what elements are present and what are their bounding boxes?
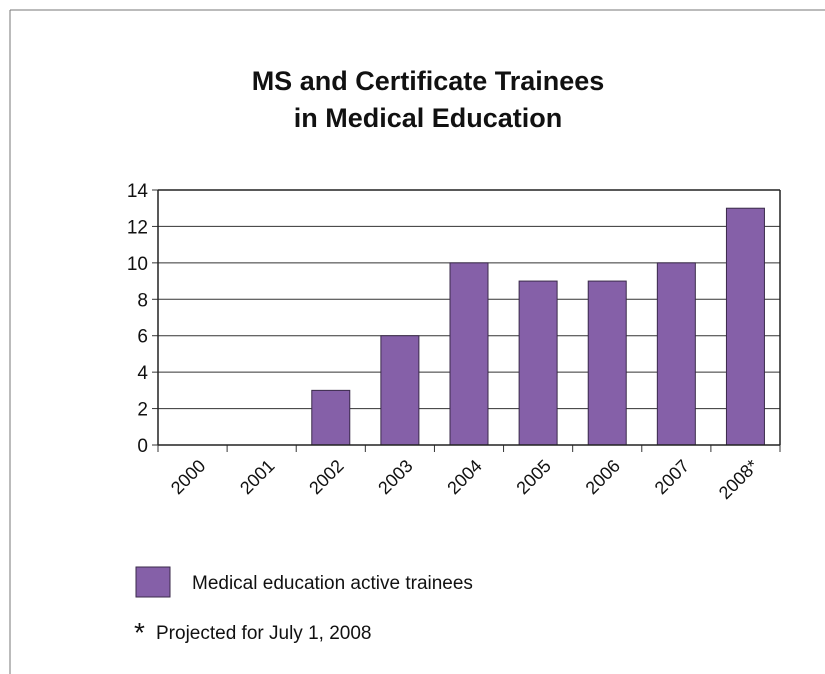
legend-label: Medical education active trainees: [192, 573, 473, 594]
y-tick-label: 6: [137, 327, 148, 348]
bar: [380, 335, 420, 446]
footnote-marker: *: [134, 617, 145, 648]
y-tick-label: 12: [127, 217, 148, 238]
y-tick-label: 8: [137, 290, 148, 311]
chart-title: MS and Certificate Trainees: [252, 66, 605, 96]
bar: [311, 389, 351, 446]
y-tick-label: 0: [137, 436, 148, 457]
bar: [518, 280, 558, 446]
x-tick-label: 2005: [512, 456, 554, 498]
chart-title: in Medical Education: [294, 103, 563, 133]
x-tick-label: 2008*: [715, 456, 762, 503]
bar: [449, 262, 489, 446]
bar: [725, 207, 765, 446]
bar: [656, 262, 696, 446]
y-tick-label: 2: [137, 400, 148, 421]
x-tick-label: 2003: [374, 456, 416, 498]
x-tick-label: 2002: [305, 456, 347, 498]
x-tick-label: 2001: [236, 456, 278, 498]
bar: [587, 280, 627, 446]
x-tick-label: 2007: [651, 456, 693, 498]
x-tick-label: 2000: [167, 456, 209, 498]
x-tick-label: 2004: [443, 456, 485, 498]
y-tick-label: 4: [137, 363, 148, 384]
x-tick-label: 2006: [582, 456, 624, 498]
legend-swatch: [135, 566, 171, 598]
y-tick-label: 14: [127, 181, 149, 202]
footnote-text: Projected for July 1, 2008: [156, 623, 371, 644]
y-tick-label: 10: [127, 254, 148, 275]
